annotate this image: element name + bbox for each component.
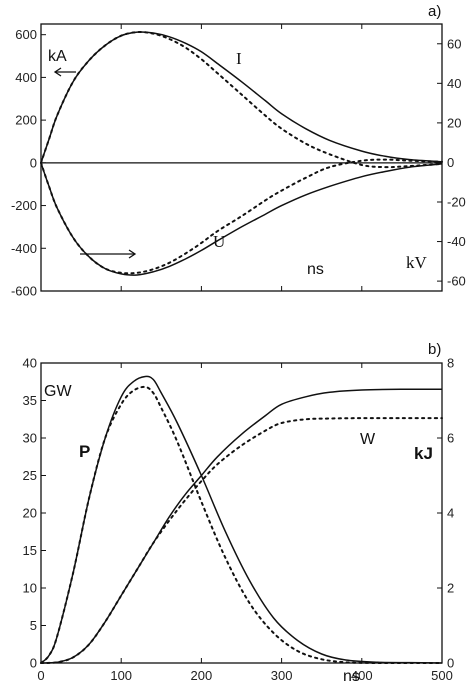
panel-a: a) -600-400-2000200400600-60-40-20020406… [11, 3, 466, 299]
y-left-tick-label: 20 [23, 506, 37, 521]
y-left-tick-label: -400 [11, 241, 37, 256]
panel-label-b: b) [428, 341, 441, 358]
plot-frame-b [40, 362, 443, 664]
y-left-tick-label: 400 [15, 70, 37, 85]
x-tick-label: 500 [431, 668, 453, 683]
y-right-tick-label: -60 [447, 274, 466, 289]
y-left-tick-label: 25 [23, 468, 37, 483]
series-W-dotted [40, 417, 443, 664]
voltage-curve-label: U [213, 232, 225, 251]
y-right-tick-label: 4 [447, 506, 454, 521]
panel-label-a: a) [428, 3, 441, 20]
series-U-dotted [40, 158, 443, 275]
y-right-tick-label: 20 [447, 115, 461, 130]
y-right-tick-label: -20 [447, 195, 466, 210]
right-arrow-icon [80, 249, 137, 259]
series-U-solid [40, 162, 443, 276]
energy-unit-label: kJ [414, 444, 433, 463]
power-curve-label: P [79, 442, 90, 461]
y-left-tick-label: 35 [23, 393, 37, 408]
x-tick-label: 200 [191, 668, 213, 683]
y-right-tick-label: 0 [447, 656, 454, 671]
time-unit-label-b: ns [343, 668, 360, 685]
voltage-unit-label: kV [406, 253, 428, 272]
series-a [40, 31, 443, 276]
y-right-tick-label: 60 [447, 36, 461, 51]
x-tick-label: 400 [351, 668, 373, 683]
y-left-tick-label: 15 [23, 543, 37, 558]
y-left-tick-label: -200 [11, 198, 37, 213]
series-I-dotted [40, 31, 443, 169]
current-curve-label: I [236, 49, 242, 68]
y-right-tick-label: 0 [447, 155, 454, 170]
energy-curve-label: W [360, 431, 376, 448]
plot-frame-a [40, 23, 443, 292]
y-right-tick-label: 40 [447, 76, 461, 91]
y-left-tick-label: 10 [23, 581, 37, 596]
y-left-tick-label: 5 [30, 618, 37, 633]
x-tick-label: 100 [110, 668, 132, 683]
y-right-tick-label: 2 [447, 581, 454, 596]
y-left-tick-label: 600 [15, 27, 37, 42]
y-left-tick-label: 40 [23, 356, 37, 371]
series-P-dotted [40, 385, 443, 665]
y-left-tick-label: 200 [15, 113, 37, 128]
y-left-tick-label: 0 [30, 656, 37, 671]
series-W-solid [40, 388, 443, 664]
y-right-tick-label: 8 [447, 356, 454, 371]
series-b [40, 375, 443, 665]
y-right-tick-label: -40 [447, 234, 466, 249]
current-unit-label: kA [48, 48, 67, 65]
left-arrow-icon [53, 67, 76, 77]
y-left-tick-label: 0 [30, 155, 37, 170]
series-P-solid [40, 375, 443, 664]
y-left-tick-label: -600 [11, 284, 37, 299]
time-unit-label-a: ns [307, 261, 324, 278]
y-left-tick-label: 30 [23, 431, 37, 446]
x-tick-label: 300 [271, 668, 293, 683]
x-tick-label: 0 [37, 668, 44, 683]
y-right-tick-label: 6 [447, 431, 454, 446]
power-unit-label: GW [44, 383, 72, 400]
